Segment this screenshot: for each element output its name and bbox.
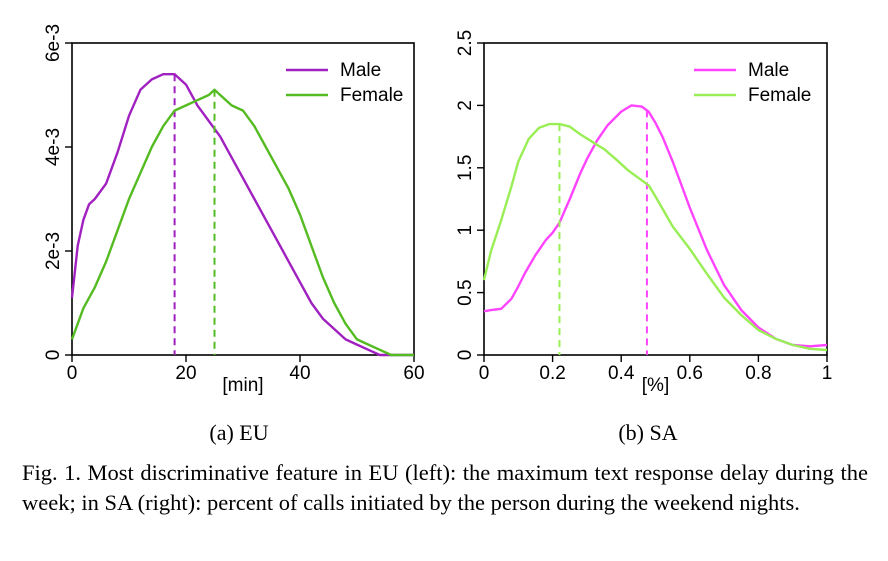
y-tick-label: 0 (43, 350, 64, 361)
x-tick-label: 20 (175, 363, 196, 384)
y-tick-label: 1 (455, 225, 476, 236)
y-tick-label: 0.5 (455, 279, 476, 305)
x-tick-label: 0 (479, 363, 490, 384)
x-axis-label: [min] (222, 375, 263, 396)
x-tick-label: 0.4 (608, 363, 635, 384)
series-line-female (70, 88, 414, 357)
y-tick-label: 0 (455, 350, 476, 361)
legend-label-male: Male (748, 60, 789, 81)
x-tick-label: 40 (289, 363, 310, 384)
chart-sa: 0 0.2 0.4 0.6 0.8 1 0 0.5 1 1.5 2 2.5 [%] Male Female (… (455, 30, 833, 445)
legend-label-male: Male (340, 60, 381, 81)
x-tick-label: 0 (67, 363, 78, 384)
x-tick-label: 0.8 (745, 363, 771, 384)
y-tick-label: 4e-3 (43, 128, 64, 166)
series-line-male (483, 104, 828, 348)
x-tick-label: 60 (403, 363, 424, 384)
figure-caption: Fig. 1. Most discriminative feature in E… (22, 460, 868, 515)
legend-label-female: Female (340, 85, 403, 106)
y-tick-label: 2 (455, 100, 476, 111)
series-line-male (70, 73, 414, 357)
chart-eu: 0 20 40 60 0 2e-3 4e-3 6e-3 [min] Male Female (a) E… (43, 24, 425, 445)
y-tick-label: 2.5 (455, 30, 476, 56)
x-tick-label: 0.2 (539, 363, 565, 384)
y-tick-label: 2e-3 (43, 232, 64, 270)
subcaption: (b) SA (618, 420, 677, 445)
plot-frame (483, 42, 828, 356)
x-tick-label: 0.6 (677, 363, 703, 384)
y-tick-label: 1.5 (455, 155, 476, 181)
y-tick-label: 6e-3 (43, 24, 64, 62)
plot-frame (71, 42, 415, 356)
legend-label-female: Female (748, 85, 811, 106)
series-line-female (482, 122, 828, 352)
x-tick-label: 1 (822, 363, 833, 384)
subcaption: (a) EU (209, 420, 268, 445)
x-axis-label: [%] (642, 375, 669, 396)
